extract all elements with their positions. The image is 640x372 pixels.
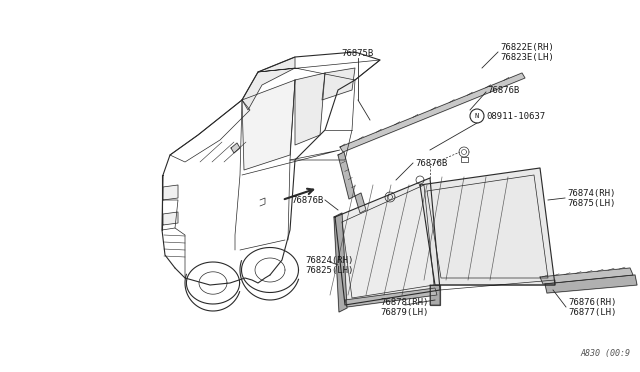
Text: 76876B: 76876B [292,196,324,205]
Text: 76874(RH): 76874(RH) [567,189,616,198]
Polygon shape [345,288,437,307]
Text: 76825(LH): 76825(LH) [305,266,353,275]
Polygon shape [163,212,178,225]
Polygon shape [355,193,366,213]
Text: A830 (00:9: A830 (00:9 [580,349,630,358]
Text: 08911-10637: 08911-10637 [486,112,545,121]
Text: 76876B: 76876B [487,86,519,94]
Polygon shape [335,178,440,305]
Text: 76823E(LH): 76823E(LH) [500,52,554,61]
Bar [461,157,468,162]
Text: 76878(RH): 76878(RH) [380,298,428,308]
Polygon shape [340,73,525,152]
Polygon shape [322,68,355,100]
Polygon shape [242,57,295,110]
Polygon shape [231,143,240,153]
Text: 76876B: 76876B [415,158,447,167]
Polygon shape [163,185,178,200]
Text: 76875(LH): 76875(LH) [567,199,616,208]
Text: 76877(LH): 76877(LH) [568,308,616,317]
Text: 76822E(RH): 76822E(RH) [500,42,554,51]
Text: 76875B: 76875B [342,48,374,58]
Text: 76879(LH): 76879(LH) [380,308,428,317]
Polygon shape [242,80,295,170]
Polygon shape [334,213,347,312]
Polygon shape [540,268,633,284]
Text: 76824(RH): 76824(RH) [305,256,353,264]
Polygon shape [338,152,355,199]
Text: N: N [475,113,479,119]
Polygon shape [430,285,440,305]
Polygon shape [295,73,325,145]
Text: 76876(RH): 76876(RH) [568,298,616,307]
Polygon shape [545,275,637,293]
Polygon shape [420,168,555,285]
